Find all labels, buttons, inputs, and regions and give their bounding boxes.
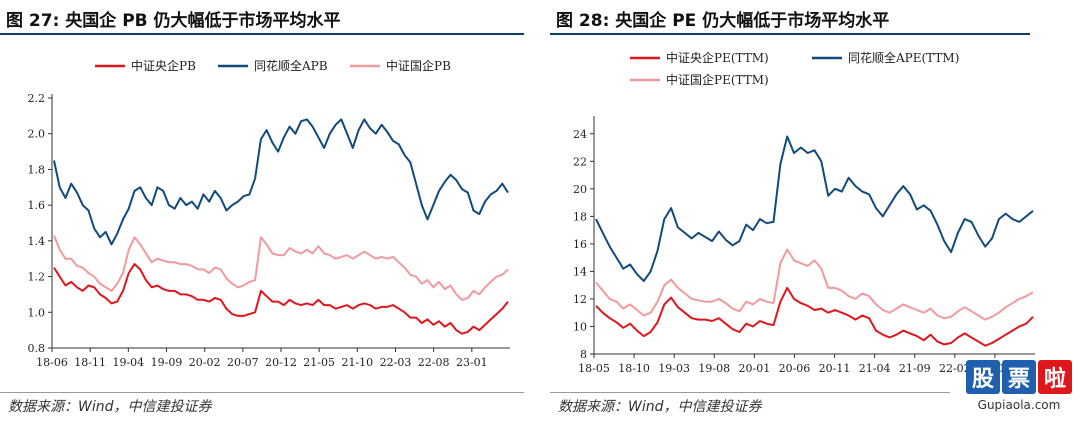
title-divider	[0, 33, 524, 35]
watermark-char: 股	[966, 360, 1000, 394]
y-tick-label: 20	[573, 183, 587, 196]
x-tick-label: 19-08	[698, 362, 730, 375]
watermark-url: Gupiaola.com	[977, 398, 1061, 412]
x-tick-label: 22-08	[418, 356, 450, 369]
y-tick-label: 10	[573, 320, 587, 333]
y-tick-label: 8	[580, 348, 587, 361]
y-tick-label: 1.8	[28, 163, 46, 176]
x-tick-label: 18-05	[578, 362, 610, 375]
legend-label: 同花顺全APE(TTM)	[848, 50, 959, 65]
source-divider	[0, 392, 524, 393]
x-tick-label: 19-03	[658, 362, 690, 375]
x-tick-label: 18-10	[618, 362, 650, 375]
legend-label: 中证国企PB	[386, 58, 451, 73]
series-line	[595, 286, 1034, 347]
y-tick-label: 0.8	[28, 342, 46, 355]
source-divider	[550, 392, 950, 393]
chart-panel-pe: 图 28: 央国企 PE 仍大幅低于市场平均水平 8 10 12 14 16 18 20 22…	[550, 0, 1080, 423]
legend-label: 中证央企PB	[131, 58, 196, 73]
y-tick-label: 2.0	[28, 128, 46, 141]
y-tick-label: 22	[573, 155, 587, 168]
watermark-char: 票	[1002, 360, 1036, 394]
pe-chart: 8 10 12 14 16 18 20 22 24 18-05 18-10 19-03 19-08 20-…	[573, 50, 1035, 375]
y-tick-label: 12	[573, 293, 587, 306]
y-tick-label: 1.6	[28, 199, 46, 212]
x-tick-label: 18-11	[74, 356, 106, 369]
x-tick-label: 21-05	[303, 356, 335, 369]
x-tick-label: 21-09	[899, 362, 931, 375]
x-tick-label: 22-02	[939, 362, 971, 375]
chart-title: 图 27: 央国企 PB 仍大幅低于市场平均水平	[6, 11, 341, 31]
y-tick-label: 1.0	[28, 306, 46, 319]
legend-label: 中证国企PE(TTM)	[666, 72, 769, 87]
x-tick-label: 21-10	[341, 356, 373, 369]
series-line	[53, 235, 509, 301]
chart-title: 图 28: 央国企 PE 仍大幅低于市场平均水平	[556, 11, 890, 31]
y-tick-label: 18	[573, 210, 587, 223]
x-tick-label: 20-06	[779, 362, 811, 375]
y-tick-label: 2.2	[28, 92, 46, 105]
watermark-logo: 股 票 啦 Gupiaola.com	[964, 360, 1074, 418]
watermark-char: 啦	[1038, 360, 1072, 394]
x-tick-label: 18-06	[36, 356, 68, 369]
y-tick-label: 1.2	[28, 271, 46, 284]
legend-label: 中证央企PE(TTM)	[666, 50, 769, 65]
title-divider	[550, 33, 1030, 35]
x-tick-label: 20-11	[819, 362, 851, 375]
x-tick-label: 20-01	[739, 362, 771, 375]
series-line	[595, 135, 1034, 282]
x-tick-label: 20-12	[265, 356, 297, 369]
series-line	[53, 118, 509, 246]
x-tick-label: 19-04	[112, 356, 144, 369]
chart-source: 数据来源：Wind，中信建投证券	[8, 399, 212, 415]
pb-chart: 0.8 1.0 1.2 1.4 1.6 1.8 2.0 2.2 18-06 18-11 19-04 1…	[28, 58, 510, 369]
chart-source: 数据来源：Wind，中信建投证券	[558, 399, 762, 415]
series-line	[53, 263, 509, 335]
y-tick-label: 24	[573, 128, 587, 141]
legend-label: 同花顺全APB	[254, 58, 328, 73]
x-tick-label: 20-07	[227, 356, 259, 369]
x-tick-label: 22-03	[380, 356, 412, 369]
x-tick-label: 21-04	[859, 362, 891, 375]
x-tick-label: 23-01	[456, 356, 488, 369]
x-tick-label: 20-02	[189, 356, 221, 369]
chart-panel-pb: 图 27: 央国企 PB 仍大幅低于市场平均水平 0.8 1.0 1.2 1.4 1.6…	[0, 0, 528, 423]
series-line	[595, 248, 1034, 321]
y-tick-label: 14	[573, 265, 587, 278]
y-tick-label: 1.4	[28, 235, 46, 248]
y-tick-label: 16	[573, 238, 587, 251]
x-tick-label: 19-09	[151, 356, 183, 369]
